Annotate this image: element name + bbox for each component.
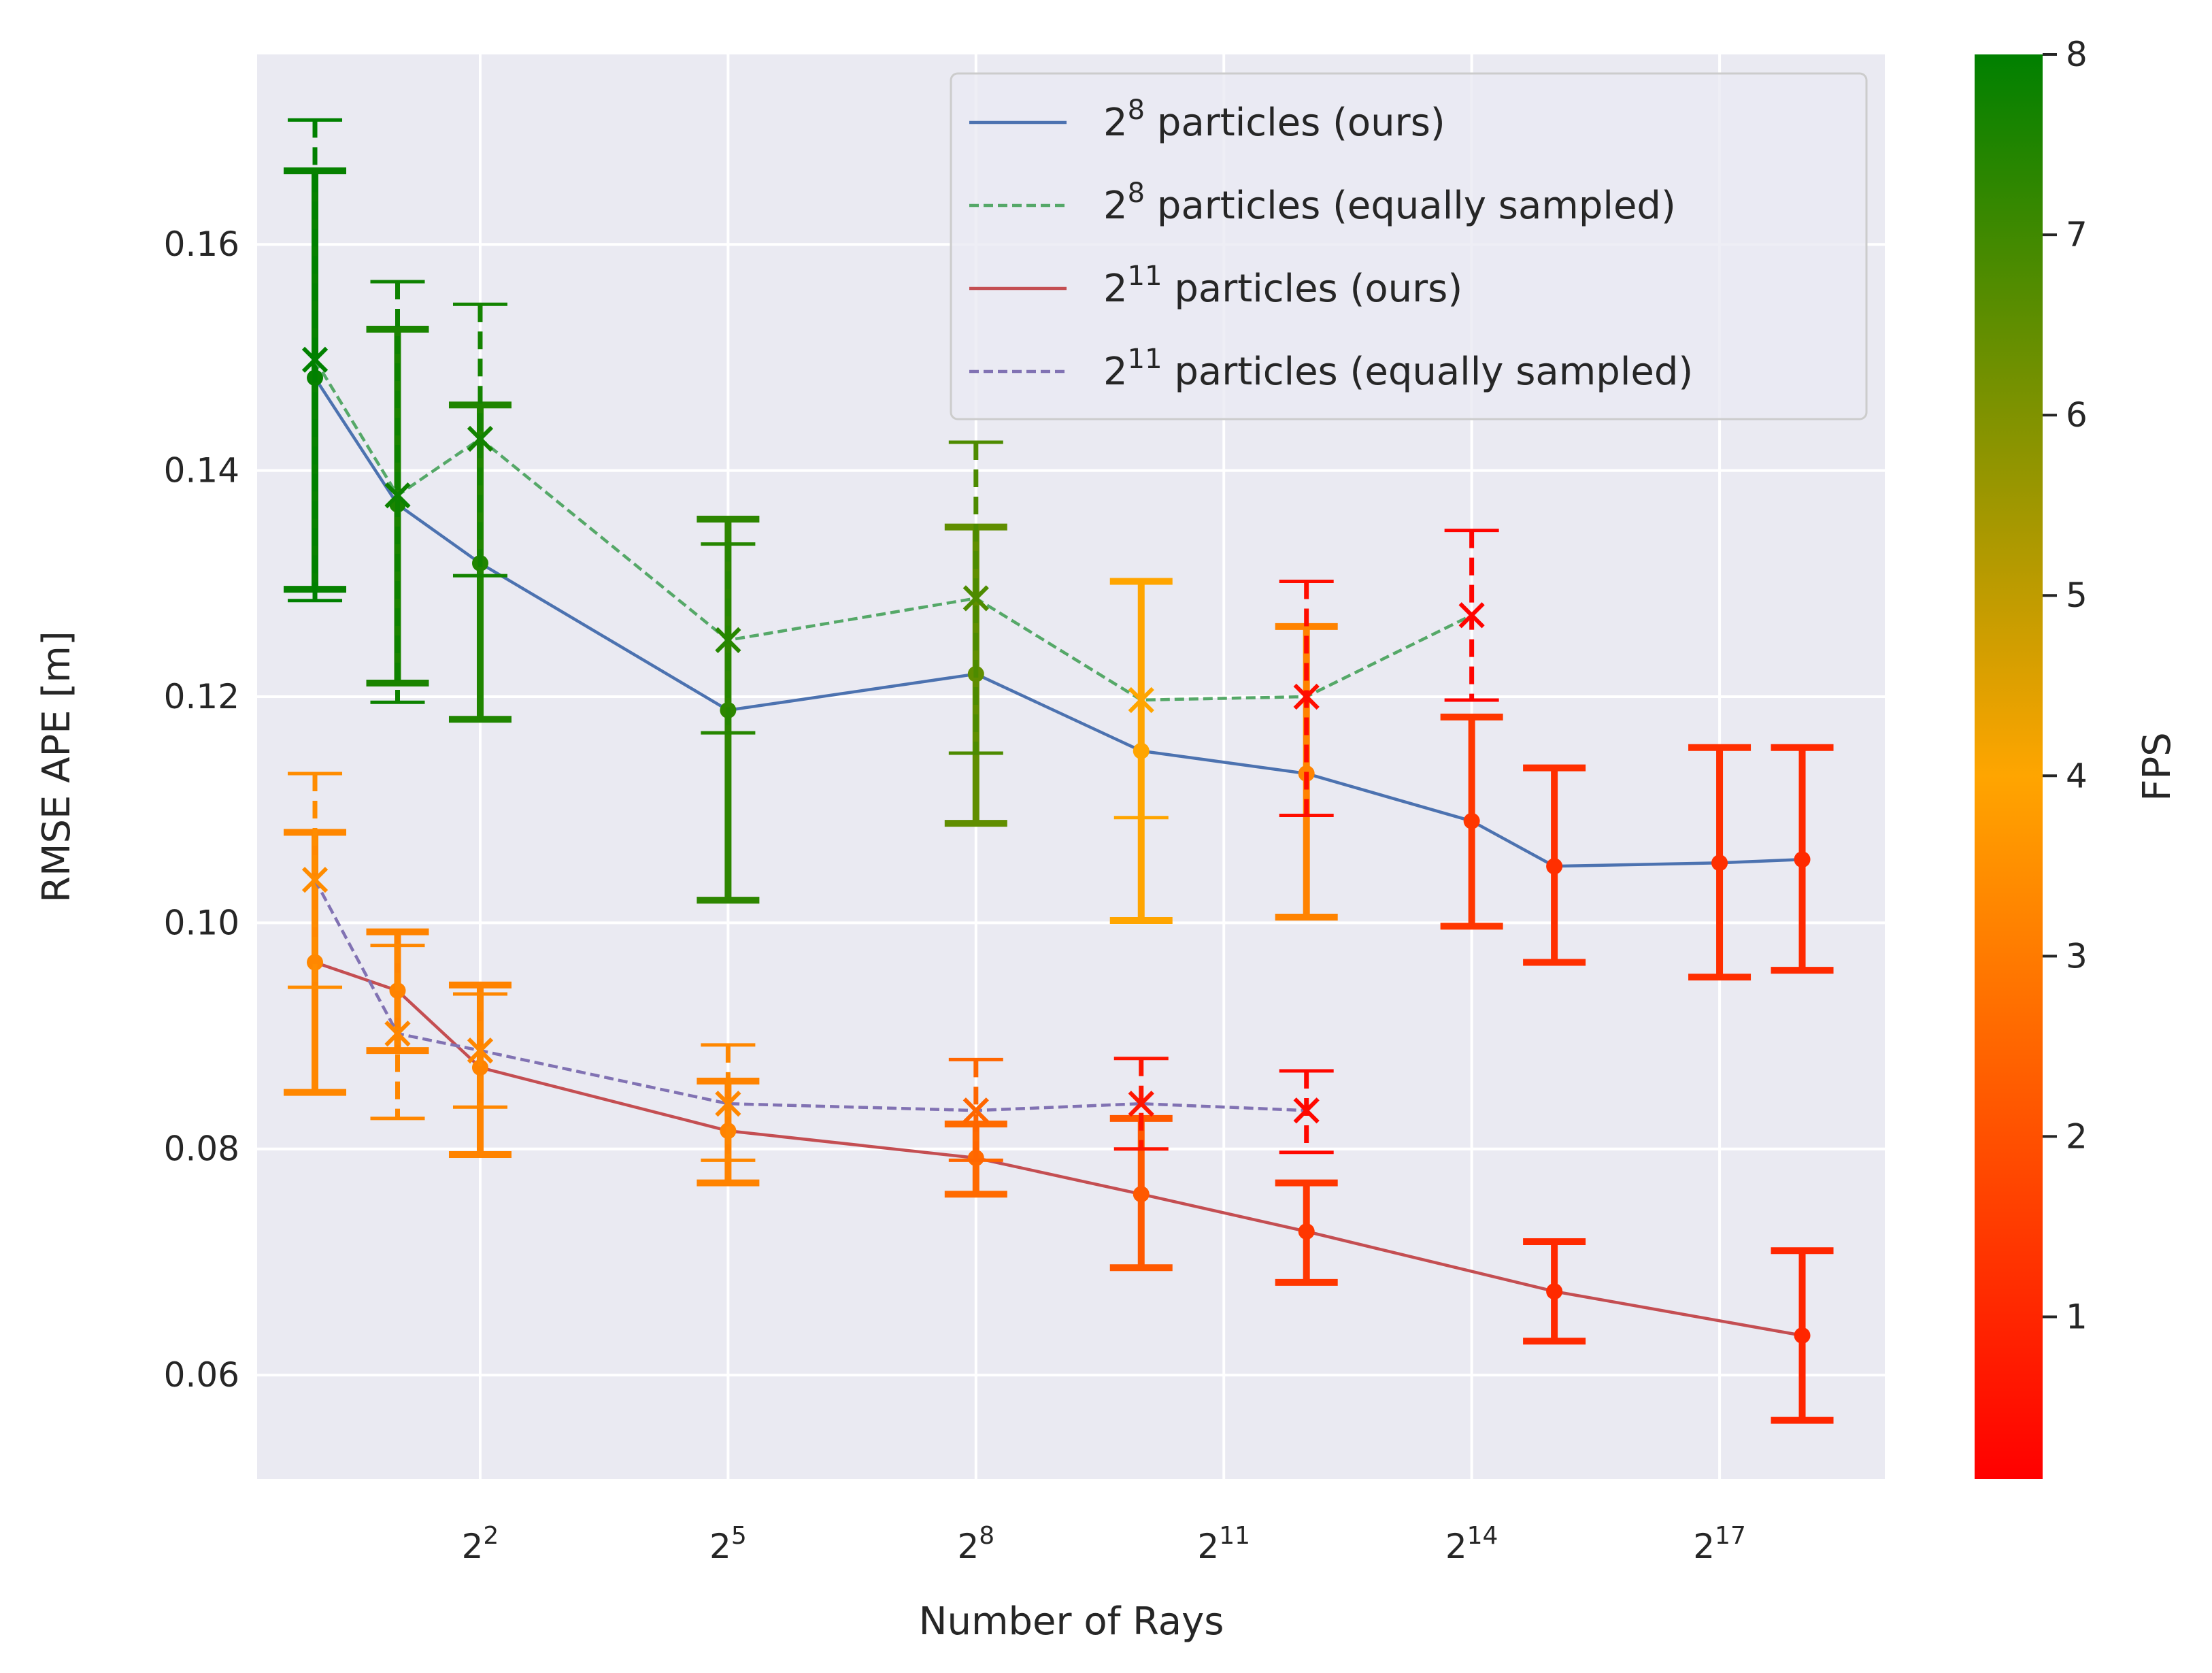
data-point-dot: [1546, 858, 1563, 875]
data-point-x-marker: [962, 1097, 989, 1124]
error-bar: [1113, 1057, 1169, 1151]
colorbar-title: FPS: [2135, 732, 2179, 801]
data-point-x-marker: [467, 425, 494, 452]
marker-stroke: [301, 346, 329, 373]
colorbar-tick-label: 2: [2066, 1116, 2088, 1156]
marker-stroke: [1128, 1091, 1154, 1117]
data-point-dot: [1711, 855, 1728, 872]
y-tick-label: 0.16: [164, 225, 239, 264]
marker-stroke: [384, 1021, 411, 1047]
marker-stroke: [1293, 683, 1320, 710]
y-tick-label: 0.08: [164, 1129, 239, 1169]
y-tick-label: 0.12: [164, 677, 239, 716]
data-point-x-marker: [301, 867, 329, 893]
marker-stroke: [384, 482, 411, 509]
y-tick-label: 0.10: [164, 903, 239, 942]
y-tick-label: 0.14: [164, 451, 239, 491]
colorbar-tick-label: 7: [2066, 215, 2088, 254]
x-tick-label: 217: [1693, 1522, 1746, 1566]
marker-stroke: [467, 1038, 494, 1064]
data-point-x-marker: [467, 1038, 494, 1064]
legend-entry-label: 211 particles (equally sampled): [1103, 344, 1693, 394]
legend: 28 particles (ours) 28 particles (equally…: [950, 72, 1868, 420]
legend-entry-label: 211 particles (ours): [1103, 261, 1462, 311]
marker-stroke: [715, 627, 741, 653]
error-bar: [452, 302, 507, 578]
y-axis-title: RMSE APE [m]: [35, 631, 79, 902]
x-axis-title: Number of Rays: [919, 1600, 1224, 1644]
data-point-x-marker: [1128, 1091, 1154, 1117]
x-tick-label: 28: [957, 1522, 994, 1566]
legend-box: [950, 72, 1868, 420]
y-axis-ticks: 0.06 0.08 0.10 0.12 0.14 0.16: [164, 225, 239, 1395]
data-point-dot: [471, 1059, 488, 1076]
data-point-dot: [1463, 812, 1480, 829]
data-point-x-marker: [962, 585, 989, 612]
colorbar-tick-label: 8: [2066, 35, 2088, 74]
x-tick-label: 214: [1445, 1522, 1498, 1566]
series-2: [288, 118, 1499, 820]
data-point-dot: [307, 954, 324, 971]
y-tick-label: 0.06: [164, 1355, 239, 1395]
legend-entry-label: 28 particles (equally sampled): [1103, 178, 1676, 228]
colorbar-fill: [1975, 54, 2043, 1479]
x-tick-label: 22: [462, 1522, 499, 1566]
error-bar: [288, 772, 343, 989]
series-layer: [284, 118, 1834, 1424]
data-point-x-marker: [1293, 683, 1320, 710]
data-point-dot: [1133, 1186, 1150, 1203]
data-point-dot: [1546, 1283, 1563, 1300]
marker-stroke: [1458, 602, 1485, 629]
series-line: [314, 359, 1473, 702]
marker-stroke: [1293, 1097, 1320, 1124]
data-point-x-marker: [715, 1091, 741, 1117]
data-point-x-marker: [1458, 602, 1485, 629]
marker-stroke: [962, 1097, 989, 1124]
colorbar-tick-label: 4: [2066, 756, 2088, 795]
colorbar-tick-label: 1: [2066, 1297, 2088, 1336]
marker-stroke: [962, 585, 989, 612]
colorbar-tick-label: 6: [2066, 395, 2088, 435]
marker-stroke: [467, 425, 494, 452]
data-point-dot: [1298, 1223, 1315, 1240]
error-bar: [370, 280, 425, 704]
data-point-dot: [1794, 1327, 1811, 1344]
data-point-x-marker: [715, 627, 741, 653]
data-point-dot: [389, 982, 406, 999]
data-point-dot: [1794, 851, 1811, 868]
error-bar: [948, 440, 1003, 755]
data-point-x-marker: [301, 346, 329, 373]
data-point-x-marker: [384, 482, 411, 509]
data-point-x-marker: [384, 1021, 411, 1047]
legend-entry-label: 28 particles (ours): [1103, 95, 1445, 145]
x-axis-ticks: 22 25 28 211 214 217: [462, 1522, 1746, 1566]
x-tick-label: 25: [709, 1522, 747, 1566]
error-bar: [948, 1057, 1003, 1162]
error-bar: [288, 118, 343, 603]
fps-colorbar: FPS 1 2 3 4 5 6 7 8: [1975, 35, 2179, 1479]
marker-stroke: [1128, 686, 1154, 714]
data-point-x-marker: [1128, 686, 1154, 714]
data-point-x-marker: [1293, 1097, 1320, 1124]
colorbar-tick-label: 5: [2066, 576, 2088, 615]
series-4: [288, 772, 1334, 1162]
marker-stroke: [301, 867, 329, 893]
colorbar-tick-label: 3: [2066, 936, 2088, 976]
x-tick-label: 211: [1197, 1522, 1250, 1566]
marker-stroke: [715, 1091, 741, 1117]
